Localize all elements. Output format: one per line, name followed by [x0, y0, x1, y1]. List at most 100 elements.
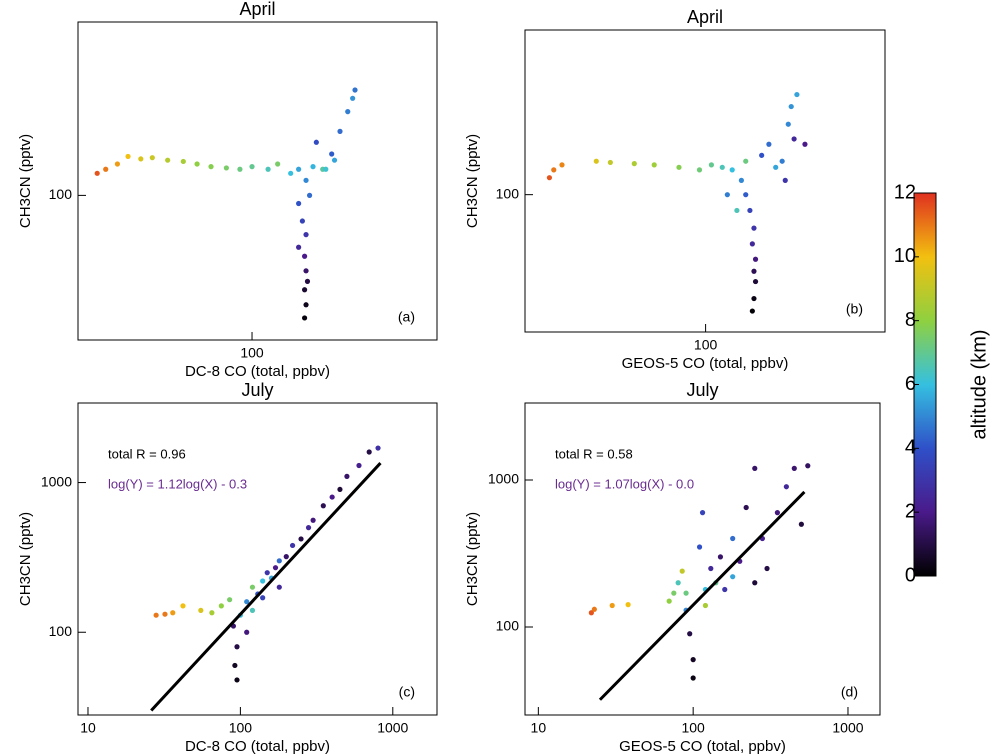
point — [227, 597, 233, 603]
point — [751, 225, 757, 231]
point — [234, 644, 240, 650]
point — [303, 268, 309, 274]
point — [743, 192, 749, 198]
x-tick-label: 10 — [80, 720, 96, 736]
point — [352, 87, 358, 93]
panel: April GEOS-5 CO (total, ppbv) CH3CN (pptv)… — [464, 7, 886, 372]
panel-title: April — [239, 0, 275, 19]
point — [730, 535, 736, 542]
point — [752, 256, 759, 262]
point — [366, 449, 372, 455]
y-tick-label: 100 — [49, 186, 73, 202]
x-axis-label: DC-8 CO (total, ppbv) — [185, 363, 330, 380]
point — [764, 565, 770, 572]
panel: April DC-8 CO (total, ppbv) CH3CN (pptv) 10… — [17, 0, 438, 380]
point — [223, 165, 229, 171]
x-axis-label: GEOS-5 CO (total, ppbv) — [619, 738, 786, 755]
point — [198, 607, 204, 613]
point — [759, 152, 765, 158]
point — [310, 164, 316, 170]
annotation: log(Y) = 1.12log(X) - 0.3 — [108, 476, 247, 491]
point — [783, 484, 789, 490]
y-tick-label: 1000 — [488, 471, 519, 487]
y-axis-label: CH3CN (pptv) — [464, 134, 481, 228]
point — [194, 161, 200, 167]
point — [791, 465, 797, 471]
fit-line — [150, 462, 382, 712]
point — [244, 599, 250, 605]
point — [719, 164, 725, 170]
point — [591, 606, 597, 612]
x-tick-label: 10 — [531, 720, 547, 736]
point — [320, 503, 326, 509]
point — [749, 241, 755, 247]
point — [234, 677, 240, 683]
point — [687, 631, 693, 637]
point — [296, 244, 302, 250]
point — [337, 486, 343, 493]
point — [676, 164, 682, 170]
point — [708, 565, 714, 572]
y-axis-label: CH3CN (pptv) — [17, 134, 34, 228]
point — [699, 510, 706, 516]
point — [296, 200, 302, 207]
point — [138, 156, 144, 162]
point — [232, 662, 238, 669]
points — [94, 87, 358, 321]
point — [805, 463, 811, 469]
point — [546, 175, 553, 181]
point — [249, 164, 255, 170]
point — [779, 158, 785, 164]
point — [296, 166, 302, 172]
point — [283, 554, 289, 560]
x-tick-label: 100 — [681, 720, 705, 736]
point — [301, 287, 308, 293]
point — [798, 521, 804, 527]
point — [782, 177, 788, 183]
plot-frame — [77, 21, 438, 341]
point — [729, 167, 735, 173]
point — [607, 159, 613, 166]
point — [276, 584, 282, 590]
annotation: total R = 0.96 — [108, 446, 186, 461]
point — [162, 611, 168, 617]
plot-frame — [524, 29, 886, 333]
x-tick-label: 100 — [694, 337, 718, 353]
colorbar-label: altitude (km) — [968, 329, 990, 439]
panel-title: July — [686, 380, 718, 400]
panel-title: April — [687, 7, 723, 27]
point — [356, 462, 362, 469]
point — [738, 177, 744, 183]
fit-line — [598, 490, 806, 701]
point — [696, 544, 703, 550]
point — [218, 603, 224, 609]
point — [344, 473, 350, 479]
point — [249, 607, 256, 613]
point — [683, 590, 689, 596]
point — [306, 192, 313, 198]
point — [329, 151, 335, 157]
point — [260, 578, 266, 584]
panel-label: (c) — [399, 684, 415, 700]
point — [752, 580, 758, 586]
point — [690, 657, 696, 663]
x-tick-label: 100 — [229, 720, 253, 736]
colorbar-tick-label: 10 — [894, 245, 916, 267]
point — [690, 675, 696, 681]
point — [588, 610, 594, 616]
colorbar-tick-label: 6 — [905, 373, 916, 395]
colorbar-tick-label: 0 — [905, 564, 916, 586]
point — [303, 177, 309, 183]
point — [724, 192, 730, 198]
panel-label: (b) — [846, 301, 863, 317]
point — [671, 590, 677, 596]
point — [345, 109, 351, 115]
point — [103, 166, 109, 172]
y-tick-label: 1000 — [41, 473, 72, 489]
plot-frame — [524, 402, 881, 716]
point — [289, 542, 296, 549]
points — [588, 463, 811, 681]
panel-label: (d) — [841, 684, 858, 700]
point — [310, 517, 316, 523]
point — [288, 170, 294, 176]
